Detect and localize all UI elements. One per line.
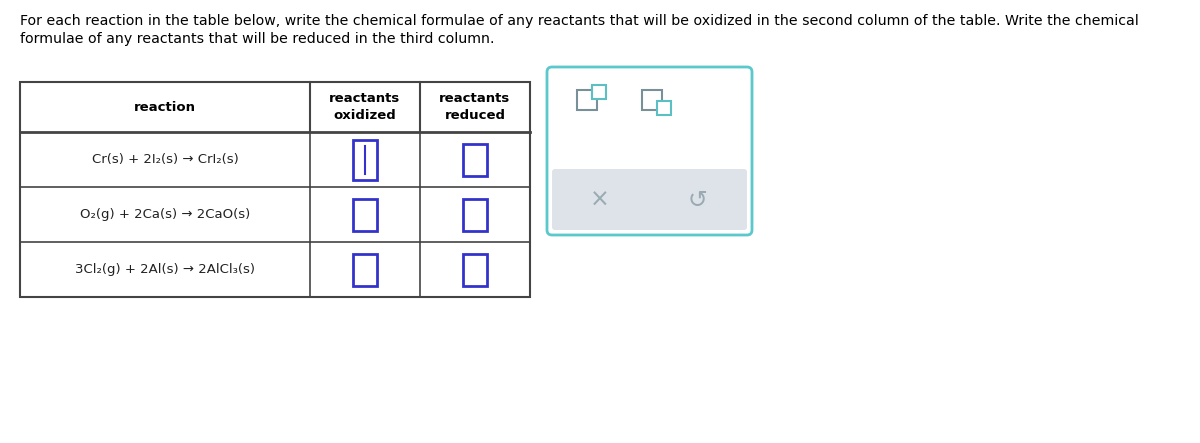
Text: formulae of any reactants that will be reduced in the third column.: formulae of any reactants that will be r… (20, 32, 494, 46)
Text: Cr(s) + 2I₂(s) → CrI₂(s): Cr(s) + 2I₂(s) → CrI₂(s) (91, 153, 239, 166)
FancyBboxPatch shape (547, 67, 752, 235)
Text: reactants
reduced: reactants reduced (439, 92, 511, 122)
Bar (463, 144, 487, 175)
Bar (20, 82, 530, 297)
Bar (353, 140, 377, 179)
Text: O₂(g) + 2Ca(s) → 2CaO(s): O₂(g) + 2Ca(s) → 2CaO(s) (80, 208, 250, 221)
Bar (463, 253, 487, 285)
Text: For each reaction in the table below, write the chemical formulae of any reactan: For each reaction in the table below, wr… (20, 14, 1139, 28)
Bar (463, 198, 487, 230)
Text: ×: × (590, 187, 610, 211)
Bar (353, 198, 377, 230)
Text: 3Cl₂(g) + 2Al(s) → 2AlCl₃(s): 3Cl₂(g) + 2Al(s) → 2AlCl₃(s) (74, 263, 256, 276)
Bar (642, 90, 662, 110)
Text: reactants
oxidized: reactants oxidized (329, 92, 401, 122)
Bar (592, 85, 606, 99)
Bar (577, 90, 598, 110)
Bar (353, 253, 377, 285)
Text: reaction: reaction (134, 101, 196, 113)
FancyBboxPatch shape (552, 169, 746, 230)
Text: ↺: ↺ (688, 187, 707, 211)
Bar (658, 101, 671, 115)
